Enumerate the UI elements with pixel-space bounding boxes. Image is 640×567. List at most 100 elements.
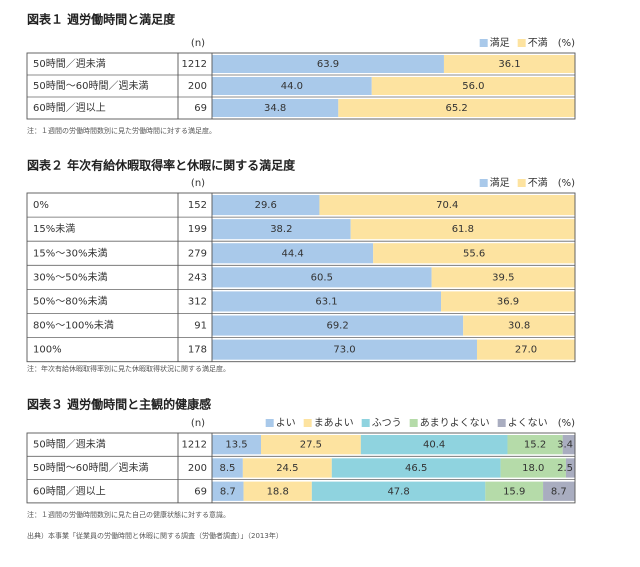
value-label: 2.5 [557, 463, 573, 474]
bar-segment [443, 55, 575, 73]
unit-label: (%) [558, 178, 575, 189]
bar-segment [350, 219, 575, 240]
value-label: 3.4 [557, 440, 573, 451]
n-value: 69 [194, 103, 207, 114]
row-label: 50時間／週未満 [33, 58, 106, 70]
unit-label: (%) [558, 418, 575, 429]
legend-label: あまりよくない [420, 417, 490, 429]
chart-title: 図表２ 年次有給休暇取得率と休暇に関する満足度 [27, 158, 296, 173]
n-value: 69 [194, 486, 207, 497]
value-label: 38.2 [270, 224, 292, 235]
table-border [26, 52, 576, 120]
n-header: (n) [191, 418, 205, 429]
bar-segment [212, 458, 243, 478]
row-label: 50時間〜60時間／週未満 [33, 462, 148, 474]
bar-segment [242, 458, 332, 478]
bar-segment [243, 481, 312, 501]
legend-swatch [517, 179, 526, 187]
n-value: 200 [188, 81, 207, 92]
value-label: 47.8 [387, 486, 409, 497]
bar-segment [212, 315, 464, 336]
bar-segment [212, 339, 477, 360]
bar-segment [261, 435, 361, 455]
legend-swatch [517, 39, 526, 47]
n-value: 243 [188, 272, 207, 283]
value-label: 61.8 [452, 224, 474, 235]
n-value: 312 [188, 296, 207, 307]
legend-label: 満足 [490, 177, 510, 189]
bar-segment [212, 267, 432, 288]
bar-segment [360, 435, 508, 455]
chart-note: 注：１週間の労働時間数別に見た自己の健康状態に対する意識。 [27, 510, 230, 519]
n-value: 178 [188, 345, 207, 356]
value-label: 30.8 [508, 321, 530, 332]
bar-segment [562, 435, 575, 455]
value-label: 55.6 [463, 248, 485, 259]
row-label: 0% [33, 200, 49, 211]
chart-note: 注：年次有給休暇取得率別に見た休暇取得状況に関する満足度。 [27, 364, 230, 373]
bar-segment [373, 243, 575, 264]
bar-segment [331, 458, 501, 478]
bar-segment [212, 243, 374, 264]
legend-swatch [409, 419, 418, 427]
value-label: 60.5 [311, 272, 333, 283]
value-label: 44.4 [281, 248, 303, 259]
legend-swatch [497, 419, 506, 427]
n-value: 1212 [182, 440, 207, 451]
bar-segment [212, 291, 442, 312]
bar-segment [338, 99, 575, 117]
row-label: 100% [33, 345, 62, 356]
legend-label: 満足 [490, 37, 510, 49]
bar-segment [212, 99, 339, 117]
bar-segment [371, 77, 575, 95]
value-label: 13.5 [225, 440, 247, 451]
value-label: 24.5 [276, 463, 298, 474]
value-label: 56.0 [462, 81, 484, 92]
bar-segment [463, 315, 575, 336]
bar-segment [212, 481, 244, 501]
legend-swatch [479, 179, 488, 187]
legend-swatch [479, 39, 488, 47]
bar-segment [212, 55, 444, 73]
n-header: (n) [191, 178, 205, 189]
value-label: 18.0 [522, 463, 544, 474]
value-label: 44.0 [281, 81, 303, 92]
bar-segment [507, 435, 563, 455]
n-value: 1212 [182, 59, 207, 70]
legend-swatch [303, 419, 312, 427]
unit-label: (%) [558, 38, 575, 49]
value-label: 73.0 [333, 345, 355, 356]
bar-segment [565, 458, 575, 478]
bar-segment [485, 481, 544, 501]
chart-title: 図表１ 週労働時間と満足度 [27, 12, 176, 27]
legend-label: まあよい [314, 417, 354, 429]
value-label: 27.5 [300, 440, 322, 451]
legend-label: ふつう [372, 417, 402, 429]
row-label: 15%未満 [33, 223, 75, 235]
row-label: 80%〜100%未満 [33, 320, 114, 332]
bar-segment [319, 195, 575, 216]
bar-segment [212, 77, 372, 95]
value-label: 40.4 [423, 440, 445, 451]
n-value: 279 [188, 248, 207, 259]
table-border [26, 432, 576, 504]
table-border [26, 192, 576, 363]
row-label: 60時間／週以上 [33, 102, 106, 114]
bar-segment [441, 291, 575, 312]
legend-label: よくない [508, 417, 548, 429]
value-label: 15.9 [503, 486, 525, 497]
n-value: 91 [194, 321, 207, 332]
value-label: 29.6 [255, 200, 277, 211]
legend-label: 不満 [528, 177, 548, 189]
value-label: 70.4 [436, 200, 458, 211]
source-note: 出典）本事業「従業員の労働時間と休暇に関する調査（労働者調査）」（2013年） [27, 531, 283, 540]
row-label: 50時間／週未満 [33, 439, 106, 451]
bar-segment [543, 481, 575, 501]
value-label: 39.5 [492, 272, 514, 283]
value-label: 27.0 [515, 345, 537, 356]
value-label: 63.1 [315, 296, 337, 307]
value-label: 8.7 [551, 486, 567, 497]
bar-segment [212, 219, 351, 240]
value-label: 8.5 [219, 463, 235, 474]
